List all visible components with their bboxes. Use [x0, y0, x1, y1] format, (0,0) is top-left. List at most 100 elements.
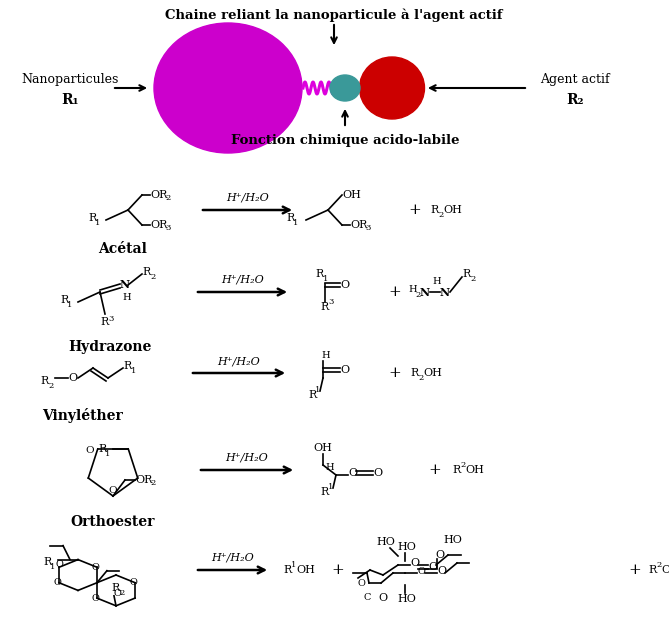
- Text: 2: 2: [150, 479, 155, 487]
- Text: R: R: [462, 269, 470, 279]
- Text: R: R: [410, 368, 418, 378]
- Text: R₂: R₂: [566, 93, 584, 107]
- Text: C: C: [363, 593, 371, 602]
- Text: N: N: [440, 287, 450, 297]
- Text: R: R: [283, 565, 291, 575]
- Text: 2: 2: [165, 194, 170, 202]
- Text: O: O: [357, 578, 365, 588]
- Text: 2: 2: [415, 291, 420, 299]
- Text: 1: 1: [67, 301, 72, 309]
- Text: OH: OH: [443, 205, 462, 215]
- Text: 1: 1: [328, 483, 333, 491]
- Text: +: +: [429, 463, 442, 477]
- Text: O: O: [53, 578, 61, 587]
- Text: HO: HO: [376, 537, 395, 547]
- Text: 3: 3: [365, 224, 371, 232]
- Text: H: H: [408, 285, 417, 294]
- Text: O: O: [91, 563, 99, 572]
- Text: OH: OH: [423, 368, 442, 378]
- Text: OH: OH: [661, 565, 669, 575]
- Text: Hydrazone: Hydrazone: [68, 340, 152, 354]
- Text: +: +: [629, 563, 642, 577]
- Text: 1: 1: [131, 367, 136, 375]
- Text: 3: 3: [165, 224, 171, 232]
- Text: R: R: [648, 565, 656, 575]
- Text: R: R: [142, 267, 151, 277]
- Text: 2: 2: [438, 211, 444, 219]
- Text: OH: OH: [296, 565, 315, 575]
- Text: OR: OR: [150, 220, 167, 230]
- Text: O: O: [340, 365, 349, 375]
- Text: Orthoester: Orthoester: [71, 515, 155, 529]
- Text: +: +: [389, 366, 401, 380]
- Text: 1: 1: [315, 386, 320, 394]
- Text: R: R: [308, 390, 316, 400]
- Text: OH: OH: [342, 190, 361, 200]
- Text: R₁: R₁: [61, 93, 79, 107]
- Text: Fonction chimique acido-labile: Fonction chimique acido-labile: [231, 134, 459, 147]
- Text: 2: 2: [48, 382, 54, 390]
- Text: 3: 3: [328, 298, 333, 306]
- Text: R: R: [100, 317, 108, 327]
- Text: N: N: [420, 287, 430, 297]
- Ellipse shape: [359, 57, 425, 119]
- Text: N: N: [120, 278, 130, 290]
- Text: H⁺/H₂O: H⁺/H₂O: [226, 193, 269, 203]
- Text: O: O: [91, 593, 99, 602]
- Text: R: R: [43, 557, 52, 567]
- Text: OR: OR: [135, 475, 153, 485]
- Text: 1: 1: [323, 275, 328, 283]
- Text: H: H: [432, 278, 441, 287]
- Text: O: O: [378, 593, 387, 603]
- Text: O: O: [129, 578, 137, 587]
- Text: R: R: [60, 295, 68, 305]
- Text: 2: 2: [119, 589, 124, 597]
- Text: H: H: [325, 462, 334, 472]
- Text: 2: 2: [150, 273, 155, 281]
- Text: O: O: [417, 567, 425, 576]
- Text: Vinyléther: Vinyléther: [41, 408, 122, 423]
- Text: Acétal: Acétal: [98, 242, 147, 256]
- Ellipse shape: [330, 75, 360, 101]
- Text: R: R: [320, 302, 328, 312]
- Text: 2: 2: [656, 561, 661, 569]
- Text: R: R: [40, 376, 48, 386]
- Text: R: R: [286, 213, 294, 223]
- Text: O: O: [373, 468, 382, 478]
- Text: +: +: [332, 563, 345, 577]
- Text: 1: 1: [50, 562, 56, 571]
- Text: OR: OR: [150, 190, 167, 200]
- Ellipse shape: [154, 23, 302, 153]
- Text: H⁺/H₂O: H⁺/H₂O: [221, 275, 264, 285]
- Text: H⁺/H₂O: H⁺/H₂O: [217, 356, 260, 366]
- Text: O: O: [56, 560, 64, 569]
- Text: O: O: [68, 373, 77, 383]
- Text: 1: 1: [105, 450, 110, 458]
- Text: O: O: [428, 562, 437, 572]
- Text: O: O: [108, 486, 116, 495]
- Text: O: O: [114, 589, 122, 598]
- Text: 1: 1: [293, 219, 298, 227]
- Text: Agent actif: Agent actif: [540, 74, 610, 86]
- Text: R: R: [315, 269, 323, 279]
- Text: 1: 1: [95, 219, 100, 227]
- Text: HO: HO: [397, 542, 416, 552]
- Text: OH: OH: [465, 465, 484, 475]
- Text: 2: 2: [470, 275, 475, 283]
- Text: HO: HO: [443, 535, 462, 545]
- Text: R: R: [111, 583, 119, 593]
- Text: 2: 2: [418, 374, 423, 382]
- Text: O: O: [437, 566, 446, 576]
- Text: O: O: [410, 558, 419, 568]
- Text: R: R: [123, 361, 131, 371]
- Text: R: R: [430, 205, 438, 215]
- Text: 3: 3: [108, 315, 113, 323]
- Text: R: R: [452, 465, 460, 475]
- Text: H: H: [122, 292, 130, 302]
- Text: HO: HO: [397, 594, 416, 604]
- Text: OH: OH: [313, 443, 332, 453]
- Text: Chaine reliant la nanoparticule à l'agent actif: Chaine reliant la nanoparticule à l'agen…: [165, 8, 502, 22]
- Text: OR: OR: [350, 220, 367, 230]
- Text: 2: 2: [460, 461, 465, 469]
- Text: 1: 1: [291, 561, 296, 569]
